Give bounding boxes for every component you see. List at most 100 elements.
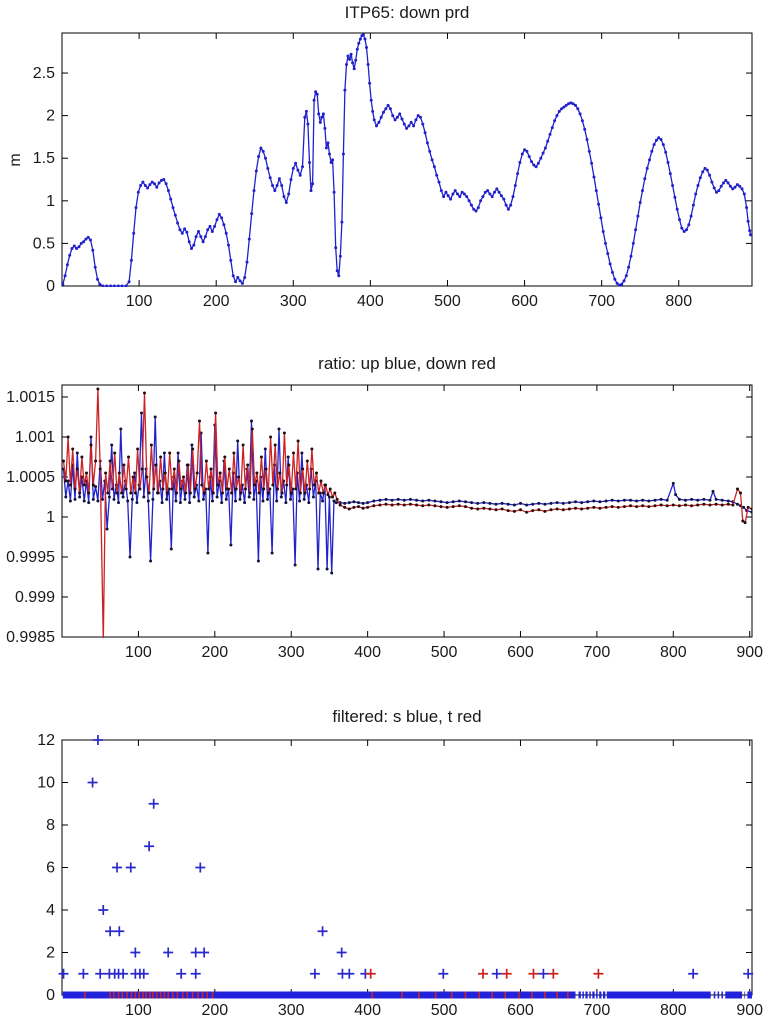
series-marker [483,190,487,194]
series-marker [402,498,406,502]
series-marker [708,498,712,502]
series-marker [319,479,323,483]
series-marker [684,503,687,507]
series-marker [653,498,657,502]
series-marker [539,156,543,160]
series-marker [120,491,124,495]
plus-marker-t [528,968,539,979]
series-marker [474,209,478,213]
series-marker [694,192,698,196]
series-marker [115,491,119,495]
series-marker [457,499,461,503]
series-marker [289,497,292,501]
series-marker [162,451,166,455]
series-marker [91,483,95,487]
plus-marker-s [743,968,754,979]
series-marker [96,387,100,391]
plus-marker-s [98,905,109,915]
series-marker [702,497,706,501]
series-marker [726,502,730,506]
series-marker [668,172,672,176]
x-tick-label: 200 [203,293,230,310]
series-marker [740,187,744,191]
series-marker [703,166,707,170]
series-marker [511,195,515,199]
plus-marker-s [309,968,320,979]
series-marker [136,190,140,194]
series-marker [143,391,146,395]
series-up [62,411,752,575]
series-marker [178,501,182,505]
series-marker [153,182,156,186]
series-marker [308,161,311,164]
series-marker [109,284,113,287]
series-marker [635,505,639,509]
series-marker [673,195,677,199]
series-marker [696,503,700,507]
series-marker [460,190,464,194]
series-marker [306,122,310,126]
series-marker [710,180,714,184]
series-marker [553,119,557,123]
series-marker [476,507,480,511]
series-marker [641,189,644,193]
series-marker [188,491,192,495]
series-marker [490,195,494,199]
series-marker [497,190,501,194]
y-tick-label: 0 [46,278,55,295]
series-marker [366,501,370,505]
series-marker [486,189,490,193]
series-marker [89,435,93,439]
series-marker [84,237,88,241]
series-marker [176,451,180,455]
series-marker [586,506,590,510]
series-marker [659,503,663,507]
series-marker [665,498,669,502]
series-marker [627,265,631,269]
series-marker [204,459,208,463]
series-marker [696,498,700,502]
series-marker [645,166,649,170]
y-tick-label: 0.999 [15,589,55,606]
plus-marker-s [148,798,159,809]
series-marker [377,120,381,124]
series-marker [735,183,739,187]
series-marker [70,247,74,250]
series-line [62,34,752,287]
series-marker [378,503,382,507]
series-marker [334,246,338,250]
series-marker [749,233,752,237]
series-marker [733,185,737,189]
series-marker [169,197,173,201]
series-marker [390,498,394,502]
series-marker [622,279,626,283]
series-marker [63,274,67,278]
series-marker [457,504,461,508]
series-marker [421,504,425,508]
series-marker [384,502,388,506]
series-marker [372,504,376,508]
plus-marker-s [144,841,155,852]
series-marker [102,640,105,643]
series-marker [580,507,584,511]
series-marker [574,506,577,510]
series-marker [64,479,68,483]
series-marker [574,500,577,504]
plus-marker-s [538,968,549,979]
series-marker [701,170,705,174]
series-marker [264,467,268,471]
x-tick-label: 800 [660,1002,687,1019]
series-marker [561,501,565,505]
series-marker [444,190,448,194]
series-marker [608,262,612,266]
series-marker [470,501,474,505]
series-marker [479,199,483,203]
series-marker [546,139,550,143]
series-marker [328,152,331,156]
series-marker [714,497,718,501]
series-marker [599,216,603,220]
series-marker [345,63,348,66]
series-marker [456,192,459,196]
x-tick-label: 400 [354,644,381,661]
series-marker [433,499,437,503]
